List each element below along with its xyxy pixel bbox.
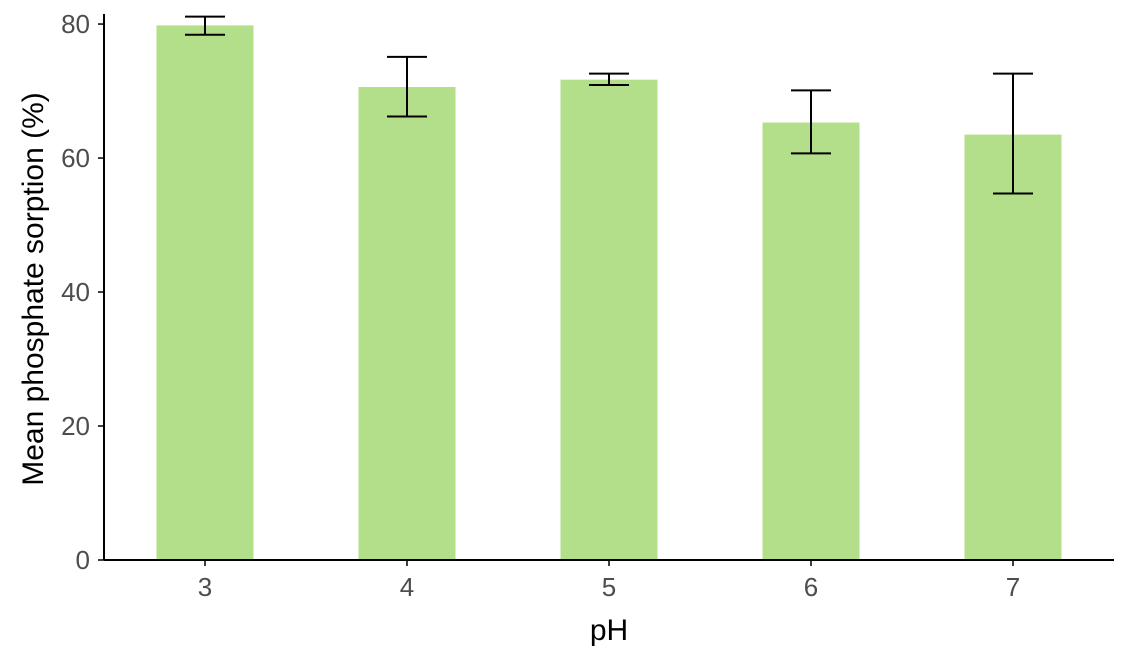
bars-layer (156, 25, 1062, 560)
error-bars-layer (185, 15, 1033, 195)
bar-ph-3 (156, 25, 254, 560)
bar-ph-7 (964, 134, 1062, 560)
y-tick-label: 0 (76, 545, 90, 575)
bar-ph-6 (762, 122, 860, 560)
y-tick-label: 60 (61, 143, 90, 173)
y-tick-label: 40 (61, 277, 90, 307)
y-tick-label: 20 (61, 411, 90, 441)
x-ticks: 3 4 5 6 7 (198, 560, 1020, 602)
x-tick-label: 7 (1006, 572, 1020, 602)
y-axis-title: Mean phosphate sorption (%) (17, 92, 50, 486)
y-ticks: 0 20 40 60 80 (61, 9, 104, 575)
x-tick-label: 4 (400, 572, 414, 602)
x-tick-label: 5 (602, 572, 616, 602)
y-tick-label: 80 (61, 9, 90, 39)
x-axis-title: pH (590, 614, 628, 647)
x-tick-label: 3 (198, 572, 212, 602)
bar-ph-4 (358, 87, 456, 560)
x-tick-label: 6 (804, 572, 818, 602)
bar-ph-5 (560, 79, 658, 560)
